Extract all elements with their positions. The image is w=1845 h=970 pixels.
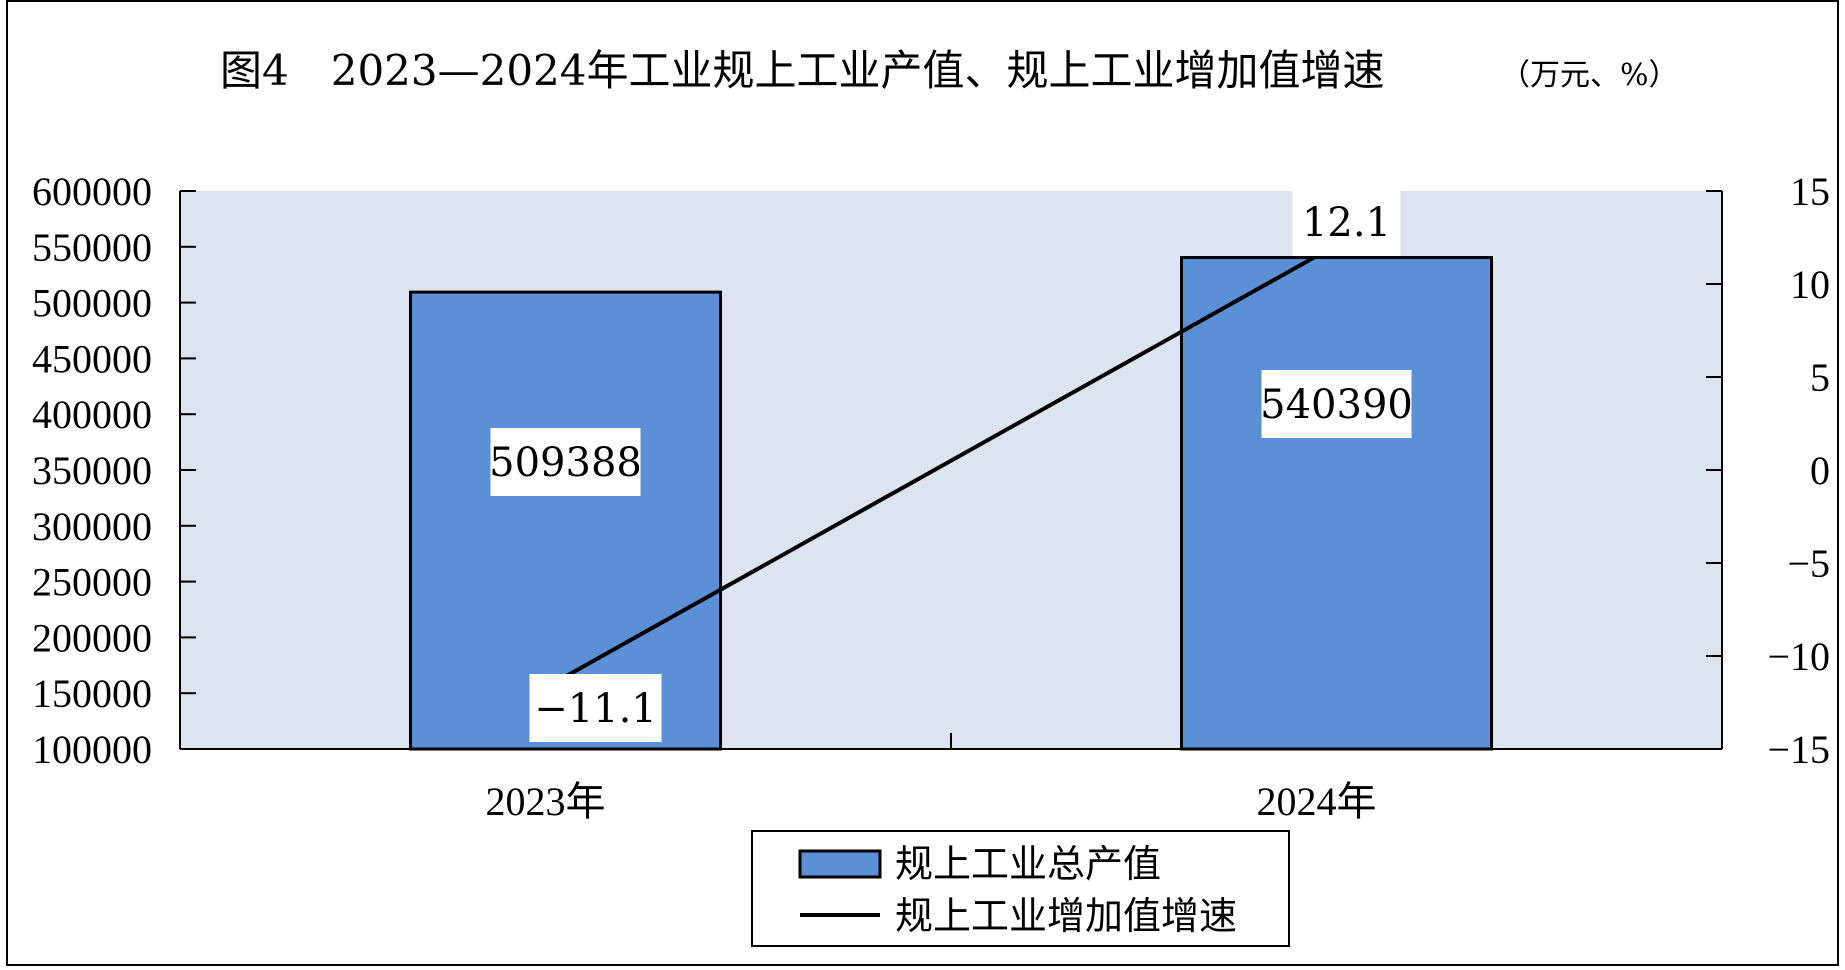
y-left-tick-label: 550000 xyxy=(32,225,152,270)
y-left-tick-label: 150000 xyxy=(32,671,152,716)
y-left-tick-label: 100000 xyxy=(32,727,152,772)
y-right-tick-label: −10 xyxy=(1767,634,1830,679)
line-data-label: 12.1 xyxy=(1302,200,1391,246)
y-right-tick-label: −15 xyxy=(1767,727,1830,772)
bar-data-label: 540390 xyxy=(1260,382,1413,428)
legend-swatch-bar xyxy=(798,849,882,879)
y-right-tick-label: −5 xyxy=(1787,541,1830,586)
legend-label-bar: 规上工业总产值 xyxy=(895,842,1161,886)
line-label-box xyxy=(1292,188,1401,256)
y-left-tick-label: 450000 xyxy=(32,336,152,381)
legend-label-line: 规上工业增加值增速 xyxy=(895,894,1237,938)
line-label-box xyxy=(529,674,662,742)
y-left-tick-label: 300000 xyxy=(32,504,152,549)
bar-data-label: 509388 xyxy=(489,440,642,486)
y-right-tick-label: 10 xyxy=(1790,262,1830,307)
bar-label-box xyxy=(1261,370,1412,438)
chart-units: （万元、%） xyxy=(1500,58,1679,93)
growth-line xyxy=(564,243,1338,679)
y-right-tick-label: 15 xyxy=(1790,169,1830,214)
bar-1 xyxy=(409,290,722,751)
y-left-tick-label: 400000 xyxy=(32,392,152,437)
bar-2 xyxy=(1180,256,1493,751)
y-left-tick-label: 200000 xyxy=(32,615,152,660)
y-left-tick-label: 600000 xyxy=(32,169,152,214)
y-left-tick-label: 350000 xyxy=(32,448,152,493)
x-category-label: 2024年 xyxy=(1257,779,1377,824)
y-right-tick-label: 5 xyxy=(1810,355,1830,400)
y-left-tick-label: 250000 xyxy=(32,560,152,605)
chart-title: 图4 2023—2024年工业规上工业产值、规上工业增加值增速 xyxy=(220,46,1385,95)
y-left-tick-label: 500000 xyxy=(32,281,152,326)
line-data-label: −11.1 xyxy=(534,686,657,732)
bar-label-box xyxy=(490,428,641,496)
x-category-label: 2023年 xyxy=(486,779,606,824)
y-right-tick-label: 0 xyxy=(1810,448,1830,493)
